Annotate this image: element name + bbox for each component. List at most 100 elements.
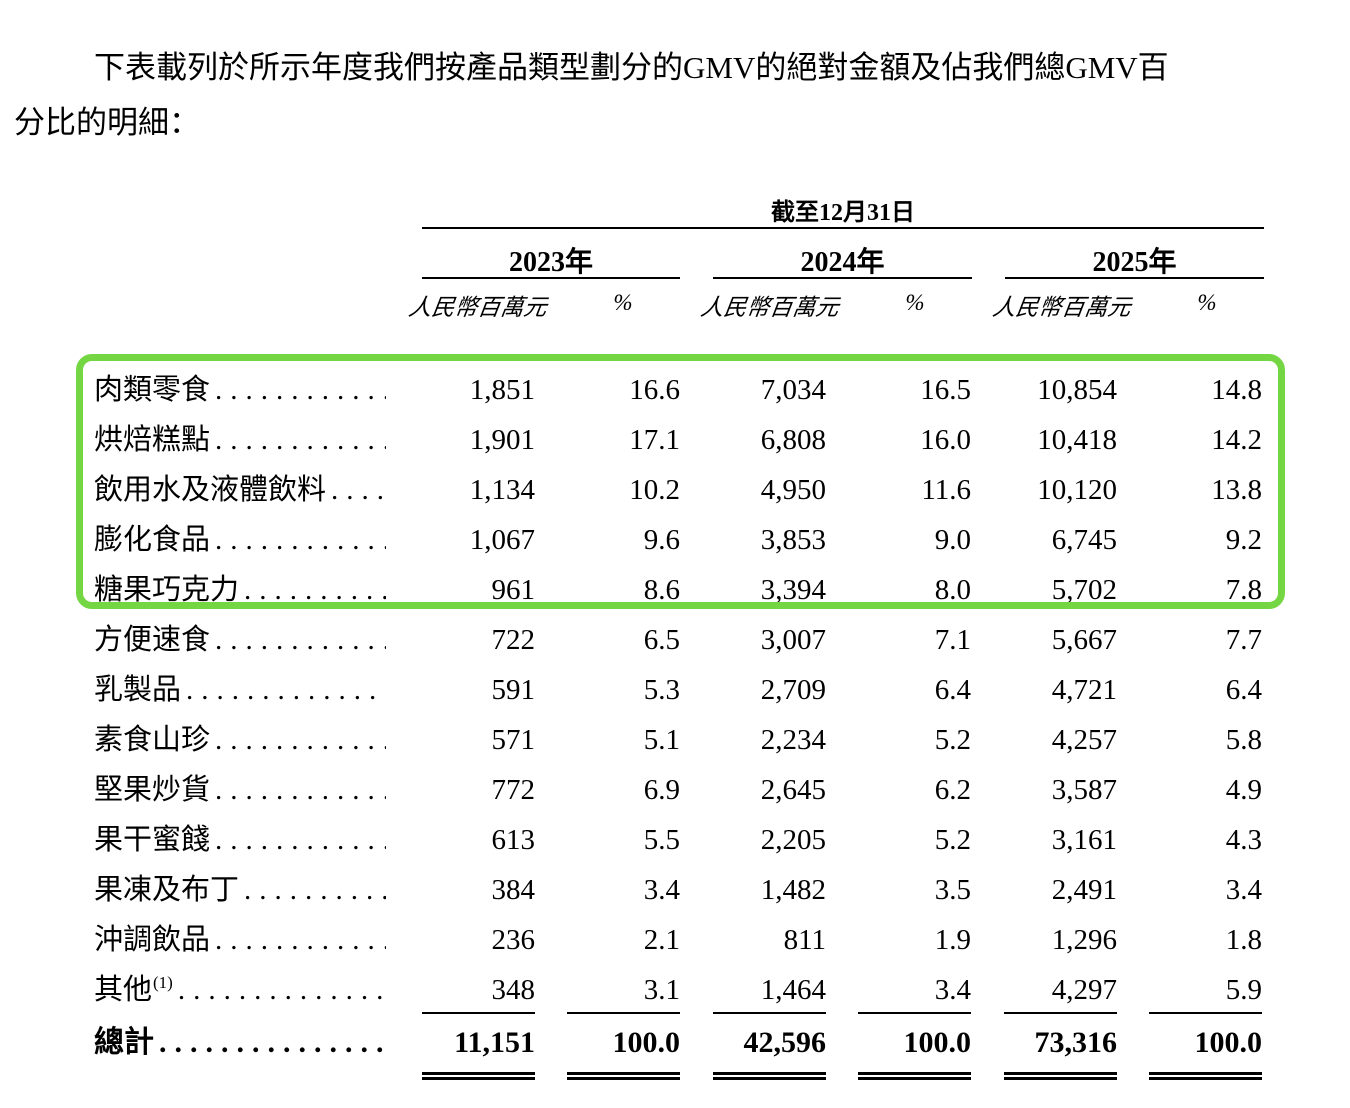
year-label-2025: 2025年 [1092,247,1177,278]
table-rows: 肉類零食....................................… [94,365,1264,1015]
row-label-cell: 乳製品.....................................… [94,665,422,715]
percent-2024: 6.4 [934,674,971,706]
table-row: 堅果炒貨....................................… [94,765,1264,815]
percent-2023: 3.4 [643,874,680,906]
unit-label-2023: 人民幣百萬元 [406,295,549,320]
value-2023: 236 [491,924,536,956]
percent-2025: 14.2 [1211,424,1262,456]
percent-2025: 3.4 [1225,874,1262,906]
total-percent-2023: 100.0 [567,1012,680,1080]
year-underline-2025 [1005,277,1264,279]
dot-leader: ........................................… [186,674,386,706]
row-label-cell: 其他(1)...................................… [94,965,422,1015]
percent-2025: 14.8 [1211,374,1262,406]
percent-2025: 1.8 [1225,924,1262,956]
percent-2024: 16.5 [920,374,971,406]
value-2024: 7,034 [760,374,826,406]
year-label-2024: 2024年 [800,247,885,278]
row-label: 肉類零食 [94,374,211,406]
percent-2025: 6.4 [1225,674,1262,706]
total-percent-2025: 100.0 [1149,1012,1262,1080]
percent-2024: 6.2 [934,774,971,806]
row-label: 沖調飲品 [94,924,211,956]
value-2025: 5,702 [1051,574,1117,606]
percent-2024: 3.4 [934,974,971,1006]
dot-leader: ........................................… [215,824,386,856]
date-header-rule [422,227,1264,229]
row-label: 烘焙糕點 [94,424,211,456]
percent-2024: 1.9 [934,924,971,956]
percent-2023: 3.1 [643,974,680,1006]
value-2025: 5,667 [1051,624,1117,656]
percent-2025: 4.9 [1225,774,1262,806]
row-label: 乳製品 [94,674,182,706]
value-2024: 811 [783,924,826,956]
total-value-2023: 11,151 [422,1012,535,1080]
value-2025: 1,296 [1051,924,1117,956]
value-2024: 1,482 [760,874,826,906]
percent-2024: 16.0 [920,424,971,456]
dot-leader: ........................................… [215,774,386,806]
percent-2023: 5.3 [643,674,680,706]
percent-2024: 8.0 [934,574,971,606]
table-row: 糖果巧克力...................................… [94,565,1264,615]
year-label-2023: 2023年 [508,247,593,278]
value-2024: 2,709 [760,674,826,706]
value-2024: 1,464 [760,974,826,1006]
value-2024: 3,394 [760,574,826,606]
percent-2025: 9.2 [1225,524,1262,556]
value-2023: 571 [491,724,536,756]
intro-line-2: 分比的明細： [14,105,200,140]
total-label: 總計 [94,1026,154,1059]
value-2024: 2,234 [760,724,826,756]
dot-leader: ........................................… [215,524,386,556]
value-2023: 1,901 [469,424,535,456]
value-2025: 6,745 [1051,524,1117,556]
table-row: 沖調飲品....................................… [94,915,1264,965]
percent-2025: 4.3 [1225,824,1262,856]
table-row: 肉類零食....................................… [94,365,1264,415]
table-row: 其他(1)...................................… [94,965,1264,1015]
percent-2025: 5.8 [1225,724,1262,756]
value-2023: 1,067 [469,524,535,556]
percent-2023: 2.1 [643,924,680,956]
percent-2025: 13.8 [1211,474,1262,506]
value-2025: 4,257 [1051,724,1117,756]
value-2023: 591 [491,674,536,706]
dot-leader: ........................................… [177,974,386,1006]
percent-2024: 9.0 [934,524,971,556]
total-percent-2024: 100.0 [858,1012,971,1080]
row-label-cell: 飲用水及液體飲料................................… [94,465,422,515]
percent-2025: 7.7 [1225,624,1262,656]
value-2024: 3,007 [760,624,826,656]
percent-label-2025: % [1197,290,1217,315]
value-2025: 10,120 [1037,474,1117,506]
percent-2023: 6.5 [643,624,680,656]
dot-leader: ........................................… [215,724,386,756]
value-2024: 2,205 [760,824,826,856]
table-row: 膨化食品....................................… [94,515,1264,565]
dot-leader: ........................................… [215,424,386,456]
value-2025: 3,161 [1051,824,1117,856]
total-value-2024: 42,596 [713,1012,826,1080]
table-row: 果凍及布丁...................................… [94,865,1264,915]
dot-leader: ........................................… [215,374,386,406]
row-label: 素食山珍 [94,724,211,756]
percent-2024: 5.2 [934,724,971,756]
percent-2024: 11.6 [921,474,971,506]
dot-leader: ........................................… [159,1026,386,1059]
value-2023: 1,851 [469,374,535,406]
value-2024: 6,808 [760,424,826,456]
row-label-cell: 果干蜜餞....................................… [94,815,422,865]
value-2024: 4,950 [760,474,826,506]
table-row: 果干蜜餞....................................… [94,815,1264,865]
footnote-marker: (1) [153,973,173,992]
table-row: 素食山珍....................................… [94,715,1264,765]
percent-2023: 5.1 [643,724,680,756]
value-2024: 2,645 [760,774,826,806]
row-label-cell: 烘焙糕點....................................… [94,415,422,465]
percent-2023: 10.2 [629,474,680,506]
dot-leader: ........................................… [215,624,386,656]
value-2023: 384 [491,874,536,906]
row-label-cell: 糖果巧克力...................................… [94,565,422,615]
